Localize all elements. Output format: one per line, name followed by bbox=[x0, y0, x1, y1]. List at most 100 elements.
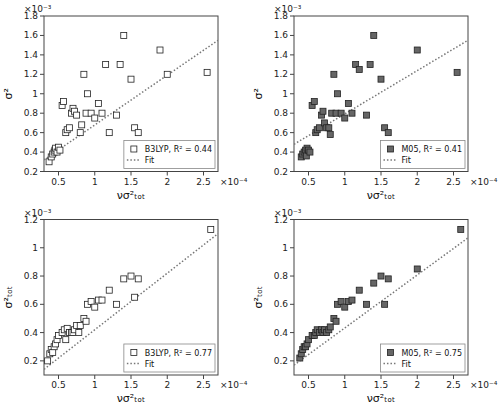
x-tick bbox=[344, 172, 345, 176]
y-tick-label: 0.2 bbox=[24, 356, 38, 366]
y-tick bbox=[290, 152, 294, 153]
point bbox=[414, 47, 420, 53]
legend-label: B3LYP, R² = 0.77 bbox=[145, 349, 212, 358]
x-tick-label: 1 bbox=[342, 380, 348, 390]
point bbox=[99, 110, 105, 116]
x-tick bbox=[94, 172, 95, 176]
y-tick bbox=[40, 35, 44, 36]
y-tick bbox=[290, 93, 294, 94]
legend-marker bbox=[387, 146, 393, 152]
y-tick bbox=[40, 332, 44, 333]
y-tick bbox=[40, 113, 44, 114]
point bbox=[45, 358, 51, 364]
y-tick-label: 0.6 bbox=[274, 299, 289, 309]
x-exponent: ×10⁻⁴ bbox=[470, 380, 498, 390]
y-tick-label: 1.2 bbox=[24, 69, 38, 79]
y-tick-label: 0.4 bbox=[274, 328, 289, 338]
x-tick-label: 2 bbox=[414, 177, 420, 187]
point bbox=[311, 99, 317, 105]
point bbox=[83, 318, 89, 324]
point bbox=[204, 69, 210, 75]
point bbox=[114, 112, 120, 118]
point bbox=[458, 226, 464, 232]
point bbox=[106, 287, 112, 293]
plot-frame bbox=[44, 16, 218, 172]
y-tick bbox=[290, 332, 294, 333]
y-tick-label: 0.2 bbox=[274, 356, 288, 366]
point bbox=[320, 108, 326, 114]
y-tick-label: 0.8 bbox=[274, 108, 289, 118]
y-tick bbox=[40, 304, 44, 305]
point bbox=[77, 323, 83, 329]
point bbox=[382, 301, 388, 307]
y-tick-label: 1 bbox=[282, 89, 288, 99]
point bbox=[99, 297, 105, 303]
y-tick bbox=[40, 152, 44, 153]
y-tick bbox=[40, 93, 44, 94]
legend-line bbox=[127, 159, 141, 161]
point bbox=[117, 62, 123, 68]
y-axis-label: σ² bbox=[252, 88, 265, 99]
x-tick-label: 1 bbox=[92, 380, 98, 390]
point bbox=[77, 130, 83, 136]
point bbox=[414, 266, 420, 272]
point bbox=[349, 110, 355, 116]
y-tick bbox=[40, 247, 44, 248]
x-axis-label: νσ²ₜₒₜ bbox=[117, 189, 146, 202]
point bbox=[378, 76, 384, 82]
y-tick-label: 1.6 bbox=[24, 30, 39, 40]
x-tick bbox=[344, 375, 345, 379]
y-tick bbox=[290, 219, 294, 220]
x-tick-label: 0.5 bbox=[301, 177, 315, 187]
point bbox=[371, 280, 377, 286]
point bbox=[128, 273, 134, 279]
point bbox=[327, 132, 333, 138]
y-tick bbox=[40, 74, 44, 75]
point bbox=[79, 122, 85, 128]
figure: 0.511.522.50.20.40.60.811.21.41.61.8νσ²ₜ… bbox=[0, 0, 500, 407]
point bbox=[50, 349, 56, 355]
point bbox=[454, 69, 460, 75]
subplot: 0.511.522.50.20.40.60.811.2νσ²ₜₒₜσ²ₜₒₜ×1… bbox=[252, 208, 498, 406]
point bbox=[121, 276, 127, 282]
y-tick bbox=[40, 132, 44, 133]
y-tick-label: 1 bbox=[32, 243, 38, 253]
point bbox=[157, 47, 163, 53]
point bbox=[333, 318, 339, 324]
point bbox=[378, 273, 384, 279]
point bbox=[326, 125, 332, 131]
point bbox=[74, 112, 80, 118]
x-tick-label: 2 bbox=[414, 380, 420, 390]
point bbox=[371, 32, 377, 38]
y-tick bbox=[40, 16, 44, 17]
y-tick-label: 1 bbox=[282, 243, 288, 253]
legend-label: Fit bbox=[401, 156, 410, 165]
x-tick-label: 1.5 bbox=[124, 380, 138, 390]
x-tick bbox=[94, 375, 95, 379]
y-tick-label: 1.4 bbox=[24, 50, 39, 60]
y-exponent: ×10⁻³ bbox=[274, 4, 302, 14]
plot-frame bbox=[294, 16, 468, 172]
point bbox=[345, 100, 351, 106]
x-tick bbox=[308, 375, 309, 379]
point bbox=[349, 297, 355, 303]
legend-label: B3LYP, R² = 0.44 bbox=[145, 145, 212, 154]
x-tick-label: 0.5 bbox=[51, 177, 65, 187]
x-tick-label: 1.5 bbox=[124, 177, 138, 187]
legend-box bbox=[380, 344, 465, 372]
subplot: 0.511.522.50.20.40.60.811.2νσ²ₜₒₜσ²ₜₒₜ×1… bbox=[2, 208, 248, 406]
point bbox=[335, 91, 341, 97]
y-tick-label: 0.2 bbox=[274, 167, 288, 177]
point bbox=[85, 91, 91, 97]
point bbox=[57, 147, 63, 153]
x-tick-label: 2.5 bbox=[196, 380, 210, 390]
x-tick-label: 2.5 bbox=[446, 177, 460, 187]
point bbox=[92, 304, 98, 310]
y-tick bbox=[40, 54, 44, 55]
y-tick bbox=[290, 360, 294, 361]
point bbox=[342, 304, 348, 310]
x-axis-label: νσ²ₜₒₜ bbox=[367, 392, 396, 405]
x-axis-label: νσ²ₜₒₜ bbox=[117, 392, 146, 405]
plot-frame bbox=[44, 220, 218, 376]
legend: B3LYP, R² = 0.44Fit bbox=[124, 141, 215, 169]
